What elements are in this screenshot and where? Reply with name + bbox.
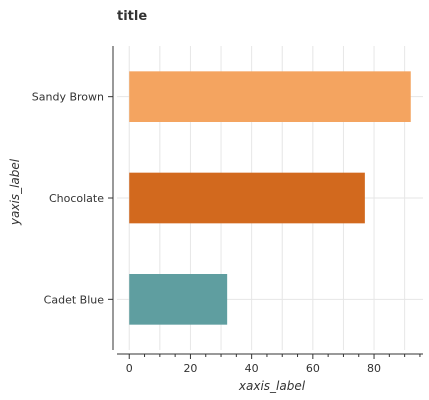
bar-chocolate [129,172,365,224]
y-tick-label: Chocolate [49,192,104,205]
x-tick-label: 60 [306,362,320,375]
bar-sandy-brown [129,71,411,122]
x-tick-label: 0 [126,362,133,375]
bar-cadet-blue [129,274,228,325]
x-axis: 0 20 40 60 80 [117,353,423,375]
chart-title: title [117,9,147,24]
y-axis: Sandy Brown Chocolate Cadet Blue [32,46,114,350]
y-axis-title: yaxis_label [8,158,22,226]
y-tick-label: Sandy Brown [32,91,104,104]
x-axis-title: xaxis_label [238,379,306,393]
x-tick-label: 20 [183,362,197,375]
y-tick-label: Cadet Blue [44,293,105,306]
x-tick-label: 40 [245,362,259,375]
x-tick-label: 80 [367,362,381,375]
bars [129,71,411,325]
